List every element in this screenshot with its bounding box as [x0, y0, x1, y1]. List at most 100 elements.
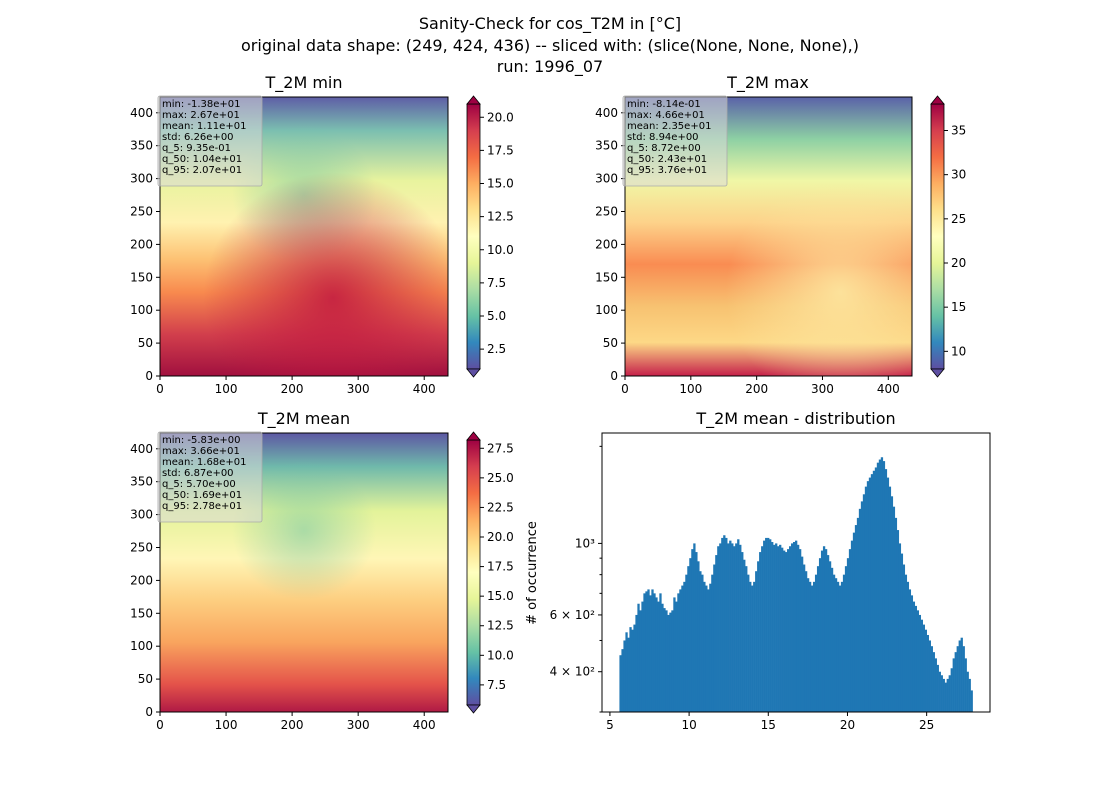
- stat-min: min: -5.83e+00: [162, 435, 241, 446]
- histogram-bar: [854, 525, 858, 712]
- stats-box: min: -5.83e+00 max: 3.66e+01 mean: 1.68e…: [157, 431, 263, 523]
- y-tick-label: 100: [130, 639, 153, 653]
- colorbar-tick-label: 17.5: [487, 560, 514, 574]
- colorbar-tick-label: 15: [951, 300, 966, 314]
- histogram-bar: [747, 574, 750, 712]
- histogram-bar: [964, 658, 967, 712]
- stat-q95: q_95: 3.76e+01: [627, 165, 707, 176]
- histogram-bar: [840, 581, 844, 712]
- y-axis: 0 50 100 150 200 250 300 350 400: [595, 106, 625, 383]
- histogram-bar: [896, 530, 900, 712]
- histogram-bar: [691, 549, 694, 712]
- histogram-bar: [753, 581, 756, 712]
- colorbar-extend-min: [466, 704, 481, 714]
- y-tick-label: 400: [130, 442, 153, 456]
- colorbar-body: [930, 103, 945, 370]
- histogram-bar: [649, 595, 652, 712]
- histogram-bar: [944, 682, 947, 712]
- histogram-bar: [946, 678, 949, 712]
- histogram-bar: [796, 544, 800, 712]
- histogram-bar: [689, 558, 692, 712]
- histogram-bar: [621, 649, 624, 712]
- histogram-bar: [785, 552, 788, 712]
- histogram-bar: [962, 646, 965, 712]
- histogram-bar: [858, 508, 862, 712]
- histogram-bar: [956, 646, 959, 712]
- stat-std: std: 6.87e+00: [162, 468, 234, 479]
- histogram-bar: [637, 603, 640, 712]
- colorbar-tick-label: 22.5: [487, 500, 514, 514]
- histogram-bar: [743, 559, 746, 712]
- x-tick-label: 10: [681, 718, 696, 732]
- y-tick-label: 250: [130, 540, 153, 554]
- histogram-bar: [737, 539, 740, 712]
- panel-t2m-min: T_2M min 0 100 200 300 400 0 50 100 150 200 250 30…: [130, 73, 514, 396]
- plot-frame: [624, 96, 913, 377]
- panel-title: T_2M mean: [257, 409, 350, 429]
- y-axis: 4 × 10² 6 × 10² 10³: [550, 445, 602, 713]
- y-tick-label: 0: [610, 369, 618, 383]
- y-tick-label: 250: [130, 204, 153, 218]
- y-tick-label: 250: [595, 204, 618, 218]
- y-tick-label: 0: [145, 369, 153, 383]
- histogram-bar: [773, 544, 776, 712]
- histogram-bar: [677, 593, 680, 712]
- histogram-bar: [763, 540, 766, 712]
- stat-q50: q_50: 2.43e+01: [627, 154, 707, 165]
- histogram-bar: [942, 678, 945, 712]
- histogram-bar: [906, 581, 910, 712]
- stat-q5: q_5: 5.70e+00: [162, 479, 236, 490]
- histogram-bar: [950, 668, 953, 712]
- colorbar: 10 15 20 25 30 35: [930, 95, 966, 378]
- histogram-bar: [848, 549, 852, 712]
- histogram-bar: [765, 537, 768, 712]
- histogram-bar: [787, 549, 790, 712]
- histogram-bar: [802, 564, 806, 712]
- histogram-bar: [804, 571, 808, 712]
- histogram-bar: [775, 543, 778, 712]
- colorbar: 2.5 5.0 7.5 10.0 12.5 15.0 17.5 20.0: [466, 95, 514, 378]
- histogram-bar: [755, 571, 758, 712]
- histogram-bar: [892, 506, 896, 712]
- stat-q5: q_5: 9.35e-01: [162, 143, 231, 154]
- colorbar-tick-label: 20.0: [487, 110, 514, 124]
- y-tick-label: 150: [595, 270, 618, 284]
- histogram-bar: [824, 549, 828, 712]
- histogram-bar: [711, 574, 714, 712]
- histogram-bar: [643, 593, 646, 712]
- histogram-bar: [657, 601, 660, 712]
- y-tick-label: 400: [130, 106, 153, 120]
- stat-max: max: 4.66e+01: [627, 110, 705, 121]
- colorbar-tick-label: 17.5: [487, 143, 514, 157]
- stats-box: min: -8.14e-01 max: 4.66e+01 mean: 2.35e…: [622, 95, 728, 187]
- histogram-bar: [968, 678, 971, 712]
- histogram-bar: [671, 610, 674, 712]
- histogram-bar: [693, 543, 696, 712]
- histogram-bar: [826, 555, 830, 712]
- histogram-bar: [627, 637, 630, 712]
- histogram-bar: [818, 558, 822, 712]
- x-tick-label: 20: [840, 718, 855, 732]
- histogram-bar: [820, 550, 824, 712]
- stat-mean: mean: 1.68e+01: [162, 457, 246, 468]
- y-tick-label: 150: [130, 270, 153, 284]
- panel-title: T_2M mean - distribution: [695, 409, 895, 429]
- colorbar-tick-label: 35: [951, 124, 966, 138]
- histogram-bar: [912, 601, 916, 712]
- histogram-bar: [834, 578, 838, 712]
- histogram-bar: [936, 664, 939, 712]
- figure-title-line-2: original data shape: (249, 424, 436) -- …: [241, 36, 859, 55]
- histogram-bar: [874, 467, 878, 712]
- histogram-bar: [870, 474, 874, 712]
- histogram-bar: [777, 546, 780, 712]
- histogram-bar: [864, 486, 868, 712]
- histogram-bar: [781, 547, 784, 712]
- y-tick-label: 100: [595, 303, 618, 317]
- colorbar-tick-label: 15.0: [487, 589, 514, 603]
- x-tick-label: 5: [606, 718, 614, 732]
- colorbar-tick-label: 7.5: [487, 276, 506, 290]
- histogram-bar: [629, 627, 632, 712]
- histogram-bar: [850, 540, 854, 712]
- histogram-bar: [791, 543, 794, 712]
- x-tick-label: 15: [761, 718, 776, 732]
